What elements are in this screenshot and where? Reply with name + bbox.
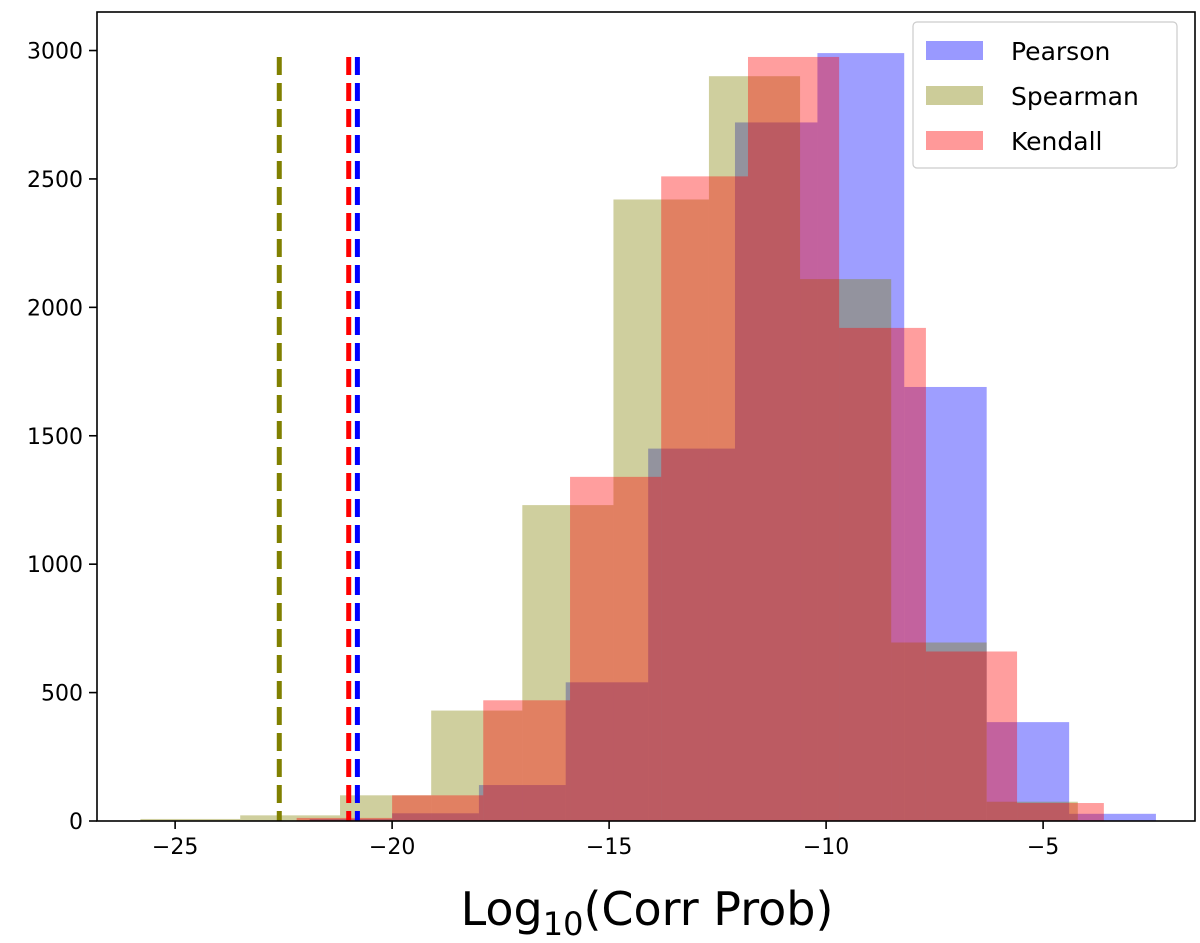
bar-kendall-6 [839, 327, 926, 821]
x-tick-label: −20 [369, 835, 415, 860]
bar-pearson-2 [392, 813, 479, 821]
legend-label-kendall: Kendall [1011, 127, 1102, 156]
bar-pearson-4 [565, 682, 649, 821]
bar-pearson-10 [1069, 813, 1156, 821]
bar-spearman-0 [140, 818, 241, 821]
y-tick-label: 0 [69, 810, 83, 835]
bar-kendall-7 [925, 651, 1018, 821]
y-tick-label: 2500 [27, 168, 83, 193]
legend-label-pearson: Pearson [1011, 37, 1110, 66]
bar-kendall-8 [1017, 803, 1104, 821]
bar-pearson-5 [648, 448, 735, 821]
y-tick-label: 500 [41, 682, 83, 707]
x-tick-label: −5 [1027, 835, 1059, 860]
axis-ticks: −25 −20 −15 −10 −5 0 500 1000 1500 2000 2500 3000 [27, 40, 1059, 860]
x-axis-title-main: Log [461, 882, 543, 936]
y-tick-label: 2000 [27, 296, 83, 321]
bar-pearson-6 [734, 122, 818, 821]
bar-spearman-1 [240, 815, 341, 821]
bar-pearson-8 [904, 386, 987, 821]
bar-kendall-1 [392, 795, 484, 821]
bar-kendall-5 [747, 56, 840, 821]
legend-label-spearman: Spearman [1011, 82, 1139, 111]
x-tick-label: −25 [152, 835, 198, 860]
y-tick-label: 3000 [27, 40, 83, 65]
plot-frame [96, 11, 1196, 822]
bar-spearman-3 [431, 710, 523, 821]
bar-spearman-6 [708, 76, 801, 821]
x-tick-label: −10 [803, 835, 849, 860]
bar-spearman-8 [891, 642, 987, 821]
x-axis-title: Log10(Corr Prob) [461, 882, 834, 943]
median-lines-layer [276, 56, 360, 821]
x-tick-label: −15 [586, 835, 632, 860]
bars-layer [140, 53, 1156, 822]
bar-pearson-3 [478, 785, 566, 821]
bar-kendall-3 [570, 476, 662, 821]
y-tick-label: 1500 [27, 425, 83, 450]
bar-kendall-2 [483, 700, 571, 821]
bar-kendall-0 [296, 817, 393, 821]
bar-spearman-5 [613, 199, 709, 821]
x-axis-title-rest: (Corr Prob) [583, 882, 833, 936]
x-axis-title-subscript: 10 [543, 905, 584, 943]
bar-spearman-4 [522, 505, 614, 821]
y-tick-label: 1000 [27, 553, 83, 578]
legend-swatch-spearman [926, 86, 983, 105]
legend-swatch-pearson [926, 41, 983, 60]
legend-swatch-kendall [926, 131, 983, 150]
bar-pearson-9 [986, 722, 1070, 821]
bar-kendall-4 [661, 176, 748, 821]
bar-pearson-7 [817, 53, 905, 822]
bar-spearman-7 [800, 279, 892, 822]
bar-spearman-9 [986, 801, 1078, 821]
legend: Pearson Spearman Kendall [912, 21, 1178, 169]
